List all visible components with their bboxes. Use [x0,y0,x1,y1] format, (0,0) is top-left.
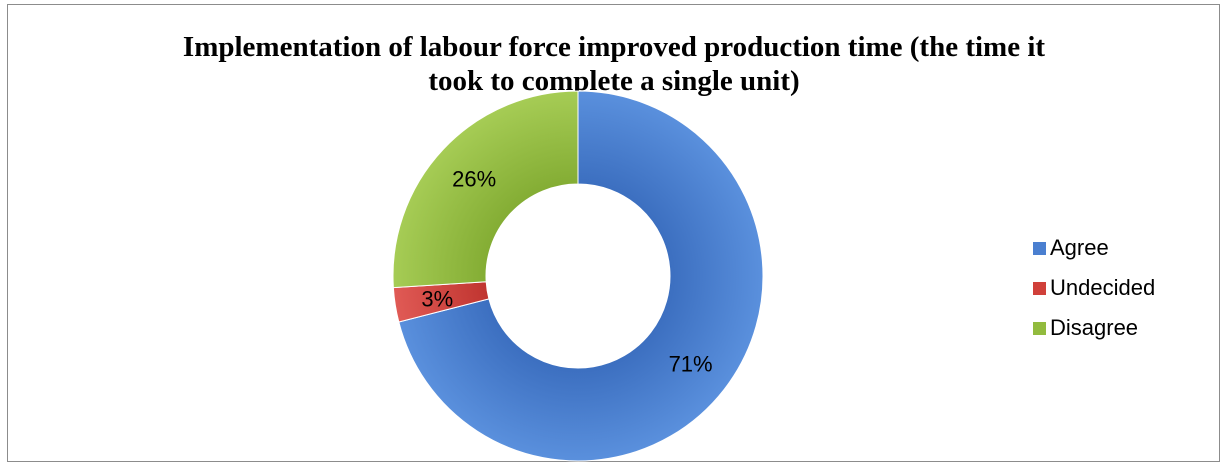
slice-agree [398,90,764,462]
legend-item-agree: Agree [1033,228,1155,268]
legend-swatch-disagree [1033,321,1046,335]
legend-label-agree: Agree [1050,235,1109,260]
data-label-disagree: 26% [452,166,496,191]
legend-swatch-agree [1033,241,1046,255]
slice-disagree [392,90,579,289]
legend-swatch-undecided [1033,281,1046,295]
data-label-agree: 71% [669,351,713,376]
legend-label-undecided: Undecided [1050,275,1156,300]
legend: Agree Undecided Disagree [1033,228,1155,348]
legend-item-disagree: Disagree [1033,308,1155,348]
data-label-undecided: 3% [421,286,453,311]
legend-label-disagree: Disagree [1050,315,1139,340]
legend-item-undecided: Undecided [1033,268,1155,308]
